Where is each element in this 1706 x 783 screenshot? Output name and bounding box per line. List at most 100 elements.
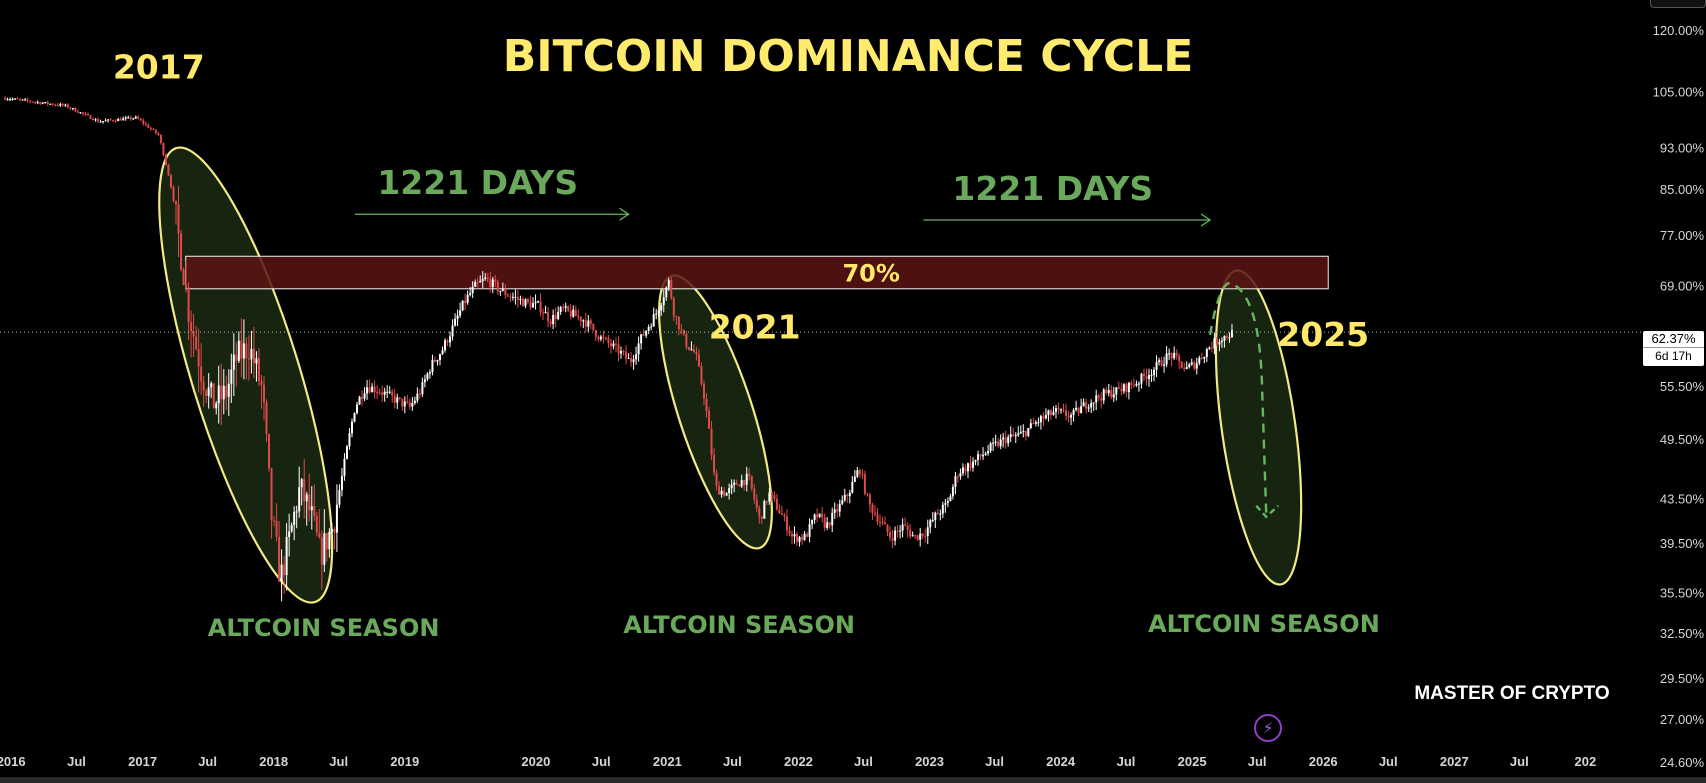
candle-body (371, 386, 374, 393)
candle (413, 396, 416, 405)
candle-body (313, 506, 316, 516)
candle-body (831, 512, 834, 526)
candle (997, 437, 1000, 448)
candle-body (896, 530, 899, 532)
candle-body (499, 290, 502, 292)
candle (622, 349, 625, 356)
candle (305, 491, 308, 526)
candle-body (187, 287, 190, 323)
candle (954, 471, 957, 495)
candle (713, 448, 716, 476)
candle-body (1019, 431, 1022, 434)
candle-body (813, 514, 816, 520)
candle (695, 346, 698, 361)
candle-body (333, 528, 336, 533)
candle-body (997, 441, 1000, 447)
candle-body (657, 310, 660, 314)
candle (858, 468, 861, 478)
candle-body (846, 494, 849, 497)
candle (1142, 368, 1145, 382)
candle (260, 374, 263, 409)
candle-body (421, 382, 424, 395)
candle-body (1107, 390, 1110, 394)
candle (697, 349, 700, 368)
candle (599, 334, 602, 342)
candle-body (1228, 337, 1231, 339)
candle-body (592, 323, 595, 331)
candle-body (192, 330, 195, 337)
candle (715, 469, 718, 491)
candle-body (504, 289, 507, 296)
candle-body (524, 299, 527, 307)
candle-body (529, 301, 532, 308)
candle (758, 505, 761, 524)
candle-body (1135, 383, 1138, 386)
candle (866, 493, 869, 497)
candle (378, 388, 381, 396)
candle (532, 297, 535, 308)
candle (921, 533, 924, 540)
candle (66, 103, 69, 109)
candle-body (39, 102, 42, 104)
candle (41, 101, 44, 105)
candle (464, 293, 467, 311)
candle (911, 531, 914, 537)
candle (914, 534, 917, 539)
candle-body (1203, 356, 1206, 359)
candle (1087, 404, 1090, 413)
x-tick-label: Jul (592, 754, 611, 769)
candle-body (152, 129, 155, 131)
candle (1014, 432, 1017, 444)
candle-body (426, 373, 429, 380)
candle (768, 487, 771, 505)
candle-body (574, 309, 577, 317)
candle (51, 102, 54, 106)
candle-body (604, 337, 607, 339)
candle-body (159, 134, 162, 144)
candle (315, 511, 318, 537)
candle (1195, 357, 1198, 375)
candle (770, 492, 773, 502)
candle-body (11, 98, 14, 100)
candle (705, 393, 708, 418)
candle-body (107, 119, 110, 121)
cycle-label-1: 1221 DAYS (377, 163, 578, 202)
candle (1170, 352, 1173, 367)
candle-body (215, 403, 218, 409)
candle (386, 385, 389, 399)
candle (393, 388, 396, 409)
x-tick-label: 2027 (1440, 754, 1469, 769)
candle-body (1213, 338, 1216, 349)
candle-body (1150, 375, 1153, 377)
candle-body (856, 470, 859, 477)
candle (34, 101, 37, 105)
bottom-scrollbar[interactable] (0, 777, 1706, 783)
candle-body (763, 501, 766, 519)
candle (803, 530, 806, 541)
candle-body (743, 480, 746, 485)
candle-body (1180, 361, 1183, 369)
candle-body (1188, 364, 1191, 368)
candle-body (959, 473, 962, 477)
candle (725, 492, 728, 496)
lightning-icon[interactable]: ⚡ (1254, 714, 1282, 742)
candle (328, 528, 331, 558)
candle (665, 286, 668, 301)
candle (92, 117, 95, 121)
candle-body (308, 494, 311, 511)
candle (1213, 332, 1216, 355)
candle-body (1075, 407, 1078, 410)
candle (303, 459, 306, 519)
candle-body (645, 330, 648, 336)
candle-body (909, 529, 912, 537)
candle (677, 316, 680, 336)
candle-body (738, 484, 741, 487)
x-tick-label: Jul (1510, 754, 1529, 769)
candle-body (979, 454, 982, 457)
candle-body (547, 312, 550, 322)
candle (39, 101, 42, 106)
candle-body (730, 484, 733, 489)
candle-body (1082, 402, 1085, 407)
candle-body (338, 490, 341, 505)
candle (225, 375, 228, 410)
